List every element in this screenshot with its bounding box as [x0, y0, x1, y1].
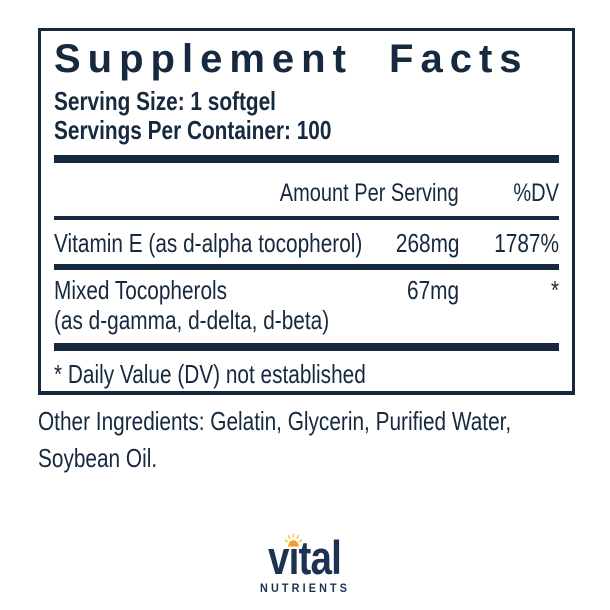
row-amount-cell: 67mg: [219, 276, 459, 305]
rule-thick-top: [54, 155, 559, 163]
logo-word-i: ı: [289, 531, 300, 584]
other-ingredients-line2: Soybean Oil.: [38, 443, 158, 473]
other-ingredients: Other Ingredients: Gelatin, Glycerin, Pu…: [38, 403, 598, 477]
mixed-tocopherols-dv: *: [550, 275, 559, 305]
logo-word-suffix: tal: [298, 531, 342, 584]
mixed-tocopherols-line2: (as d-gamma, d-delta, d-beta): [54, 306, 559, 335]
logo-word-prefix: v: [268, 531, 290, 584]
other-ingredients-line1: Other Ingredients: Gelatin, Glycerin, Pu…: [38, 406, 512, 436]
header-amount-label: Amount Per Serving: [280, 179, 459, 207]
rule-thick-bottom: [54, 343, 559, 351]
logo-subtext: NUTRIENTS: [259, 581, 351, 595]
header-dv-cell: %DV: [459, 179, 559, 208]
rule-under-header: [54, 216, 559, 220]
header-dv-label: %DV: [513, 179, 559, 207]
table-header-row: Amount Per Serving %DV: [54, 163, 559, 216]
row-name-cell: Vitamin E (as d-alpha tocopherol): [54, 229, 362, 258]
dv-footnote-text: * Daily Value (DV) not established: [54, 359, 366, 389]
table-row-vitamin-e: Vitamin E (as d-alpha tocopherol) 268mg …: [54, 220, 559, 264]
servings-per-container-text: Servings Per Container: 100: [54, 115, 332, 145]
mixed-tocopherols-detail: (as d-gamma, d-delta, d-beta): [54, 305, 330, 335]
panel-title: Supplement Facts: [54, 37, 529, 81]
logo-wordmark: v ıtal: [268, 533, 342, 581]
sunburst-icon: [285, 533, 303, 547]
mixed-tocopherols-name: Mixed Tocopherols: [54, 275, 228, 305]
supplement-facts-panel: Supplement Facts Serving Size: 1 softgel…: [38, 28, 575, 395]
rule-between-rows: [54, 264, 559, 270]
table-row-mixed-tocopherols: Mixed Tocopherols 67mg * (as d-gamma, d-…: [54, 270, 559, 343]
vitamin-e-dv: 1787%: [494, 228, 559, 258]
mixed-tocopherols-line1: Mixed Tocopherols 67mg *: [54, 276, 559, 305]
row-name-cell: Mixed Tocopherols: [54, 276, 227, 305]
vital-nutrients-logo: v ıtal NUTRIENTS: [0, 533, 610, 595]
row-dv-cell: *: [459, 276, 559, 305]
mixed-tocopherols-amount: 67mg: [406, 275, 459, 305]
dv-footnote: * Daily Value (DV) not established: [54, 351, 559, 389]
row-amount-cell: 268mg: [219, 229, 459, 258]
row-dv-cell: 1787%: [459, 229, 559, 258]
logo-letter-i: ı: [285, 533, 303, 581]
vitamin-e-amount: 268mg: [395, 228, 459, 258]
vitamin-e-name: Vitamin E (as d-alpha tocopherol): [54, 228, 363, 258]
logo-subtext-line: NUTRIENTS: [0, 582, 610, 595]
header-amount-cell: Amount Per Serving: [219, 179, 459, 208]
serving-size-line: Serving Size: 1 softgel: [54, 87, 559, 116]
servings-per-container-line: Servings Per Container: 100: [54, 116, 559, 145]
serving-size-text: Serving Size: 1 softgel: [54, 86, 276, 116]
